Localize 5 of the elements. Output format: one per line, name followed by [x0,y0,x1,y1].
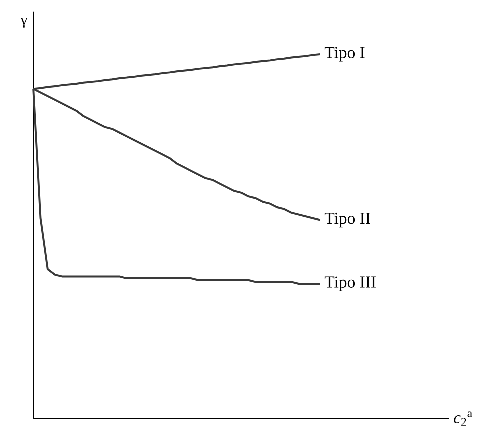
series-label: Tipo I [324,47,365,62]
series-label: Tipo II [324,212,370,228]
y-axis-title: γ [20,18,28,28]
series-label: Tipo III [324,276,376,292]
text: c$_{2}$a [454,412,472,426]
